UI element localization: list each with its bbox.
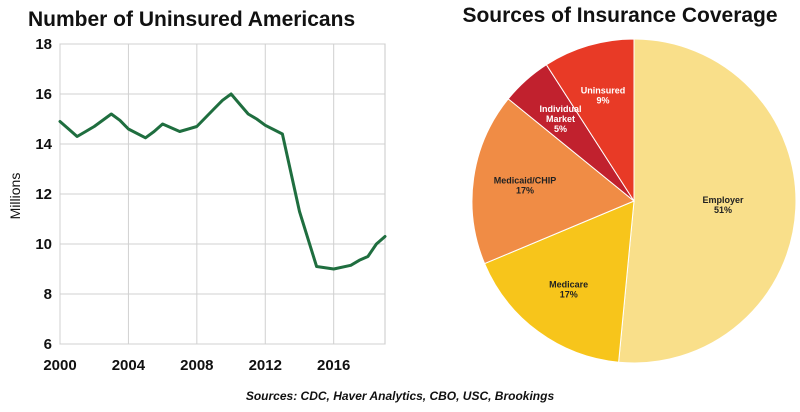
pie-percent-medicaid-chip: 17% (516, 185, 534, 195)
x-tick-label: 2000 (43, 357, 76, 374)
pie-label-medicaid-chip: Medicaid/CHIP (494, 175, 557, 185)
pie-label-individual-market: Market (546, 114, 575, 124)
insurance-pie-chart: Sources of Insurance Coverage Employer51… (462, 4, 797, 364)
pie-percent-individual-market: 5% (554, 124, 567, 134)
pie-label-employer: Employer (702, 195, 744, 205)
sources-footnote: Sources: CDC, Haver Analytics, CBO, USC,… (245, 389, 555, 403)
y-tick-label: 12 (35, 186, 52, 203)
pie-percent-employer: 51% (714, 205, 732, 215)
x-tick-label: 2004 (112, 357, 146, 374)
uninsured-series-line (58, 92, 387, 271)
pie-label-individual-market: Individual (539, 104, 581, 114)
pie-chart-title: Sources of Insurance Coverage (462, 4, 777, 27)
y-tick-label: 6 (44, 336, 52, 353)
pie-percent-medicare: 17% (560, 290, 578, 300)
x-tick-label: 2016 (317, 357, 350, 374)
y-tick-label: 16 (35, 86, 52, 103)
pie-label-medicare: Medicare (549, 280, 588, 290)
x-tick-label: 2012 (249, 357, 282, 374)
y-tick-label: 14 (35, 136, 52, 153)
pie-slice-medicaid-chip (471, 98, 635, 265)
line-chart-title: Number of Uninsured Americans (28, 8, 355, 31)
y-tick-label: 18 (35, 36, 52, 53)
y-tick-label: 10 (35, 236, 52, 253)
pie-slice-uninsured (545, 38, 635, 203)
x-tick-label: 2008 (180, 357, 213, 374)
pie-label-uninsured: Uninsured (581, 85, 626, 95)
y-tick-label: 8 (44, 286, 52, 303)
pie-percent-uninsured: 9% (596, 95, 609, 105)
y-axis-label: Millions (7, 173, 23, 220)
pie-slice-employer (618, 38, 797, 364)
uninsured-line-chart: Number of Uninsured Americans Millions 6… (7, 8, 387, 374)
pie-slice-medicare (483, 200, 635, 363)
